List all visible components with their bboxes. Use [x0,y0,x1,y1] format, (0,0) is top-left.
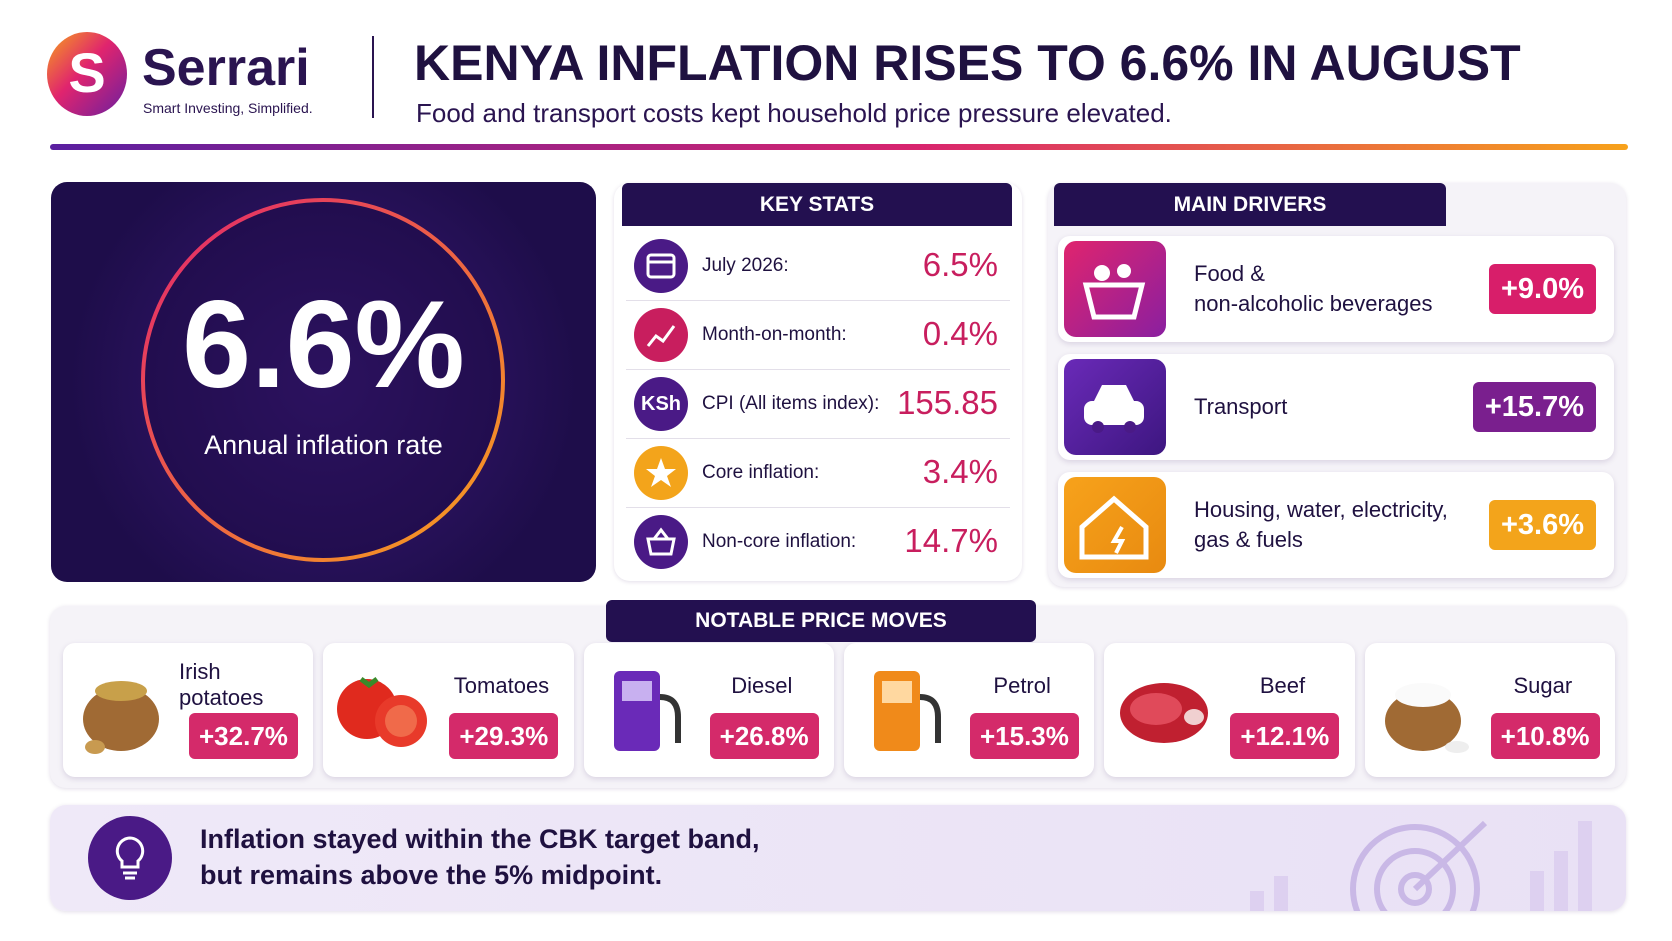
stat-row: July 2026: 6.5% [626,232,1010,301]
driver-icon-art [1079,495,1149,560]
note-panel: Inflation stayed within the CBK target b… [50,805,1626,911]
price-icon [331,657,435,766]
price-label: Irish potatoes [179,659,264,710]
brand: Serrari [142,39,310,97]
driver-value: +9.0% [1488,264,1596,314]
key-stats-list: July 2026: 6.5% Month-on-month: 0.4% KSh CPI … [626,232,1010,577]
note-text: Inflation stayed within the CBK target b… [200,824,760,890]
price-label: Sugar [1513,673,1573,698]
gradient-bar [50,144,1628,150]
stat-value: 6.5% [922,246,998,283]
price-label: Petrol [993,673,1051,698]
price-card: Tomatoes +29.3% [323,643,574,777]
price-icon [592,657,696,766]
price-icon-art [337,677,428,747]
hero-label: Annual inflation rate [204,430,443,460]
price-label: Diesel [731,673,793,698]
driver-value: +3.6% [1488,500,1596,550]
logo: S [47,32,127,116]
price-icon-art [613,671,681,751]
driver-icon [1064,359,1166,455]
stat-row: Non-core inflation: 14.7% [626,508,1010,577]
stat-value: 3.4% [922,453,998,490]
divider [372,36,374,118]
key-stats-title: KEY STATS [622,183,1012,226]
price-icon-art [1384,683,1469,753]
price-card: Diesel +26.8% [583,643,834,777]
stat-icon-art [634,308,688,362]
price-card: Irish potatoes +32.7% [63,643,314,777]
stat-value: 155.85 [897,384,998,421]
stat-icon-art [634,515,688,569]
title: KENYA INFLATION RISES TO 6.6% IN AUGUST [414,35,1521,91]
price-value: +32.7% [189,713,298,759]
price-value: +15.3% [969,713,1079,759]
driver-icon [1064,477,1166,573]
stat-label: CPI (All items index): [702,393,880,414]
price-icon [71,657,175,766]
stat-icon: KSh [634,377,688,436]
price-label: Beef [1259,673,1306,698]
stat-icon [634,239,688,298]
driver-card: Housing, water, electricity, gas & fuels… [1058,472,1614,578]
price-value: +29.3% [449,713,559,759]
driver-label: Transport [1194,394,1288,419]
driver-icon-art [1084,385,1144,433]
price-card: Petrol +15.3% [843,643,1095,777]
price-value: +12.1% [1230,713,1340,759]
price-icon [1112,657,1216,766]
stat-label: July 2026: [702,255,789,276]
stat-label: Month-on-month: [702,324,847,345]
driver-label: Housing, water, electricity, gas & fuels [1194,497,1448,552]
stat-row: KSh CPI (All items index): 155.85 [626,370,1010,439]
hero-panel: 6.6% Annual inflation rate [51,182,596,582]
stat-label: Core inflation: [702,462,820,483]
price-icon [1373,657,1477,766]
subtitle: Food and transport costs kept household … [416,98,1172,128]
stat-icon-art [634,239,688,293]
price-moves-list: Irish potatoes +32.7% Tomatoes +29.3% Diesel… [63,643,1615,777]
driver-card: Food & non-alcoholic beverages +9.0% [1058,236,1614,342]
stat-label: Non-core inflation: [702,531,857,552]
driver-label: Food & non-alcoholic beverages [1194,261,1433,316]
stat-row: Month-on-month: 0.4% [626,301,1010,370]
stat-icon [634,308,688,367]
driver-value: +15.7% [1472,382,1596,432]
stat-icon [634,446,688,505]
price-icon-art [83,681,159,754]
target-decoration [1250,820,1592,911]
note-icon [88,816,172,900]
price-card: Beef +12.1% [1104,643,1355,777]
price-value: +26.8% [709,713,819,759]
price-icon-art [1120,683,1209,743]
price-value: +10.8% [1490,713,1600,759]
stat-icon [634,515,688,574]
drivers-list: Food & non-alcoholic beverages +9.0% Trans… [1058,236,1614,590]
driver-icon-art [1082,264,1146,320]
tagline: Smart Investing, Simplified. [143,100,313,116]
price-card: Sugar +10.8% [1364,643,1615,777]
stat-row: Core inflation: 3.4% [626,439,1010,508]
driver-card: Transport +15.7% [1058,354,1614,460]
hero-ring [141,198,505,562]
stat-value: 0.4% [922,315,998,352]
hero-value: 6.6% [182,276,465,414]
stat-icon-art [634,377,688,431]
price-icon [852,657,956,766]
logo-mark: S [68,41,105,104]
stat-icon-art [634,446,688,500]
drivers-title: MAIN DRIVERS [1054,183,1446,226]
price-icon-art [873,671,941,751]
price-label: Tomatoes [453,673,550,698]
price-moves-title: NOTABLE PRICE MOVES [606,600,1036,642]
stat-icon-label: KSh [641,392,681,415]
driver-icon [1064,241,1166,337]
stat-value: 14.7% [904,522,998,559]
